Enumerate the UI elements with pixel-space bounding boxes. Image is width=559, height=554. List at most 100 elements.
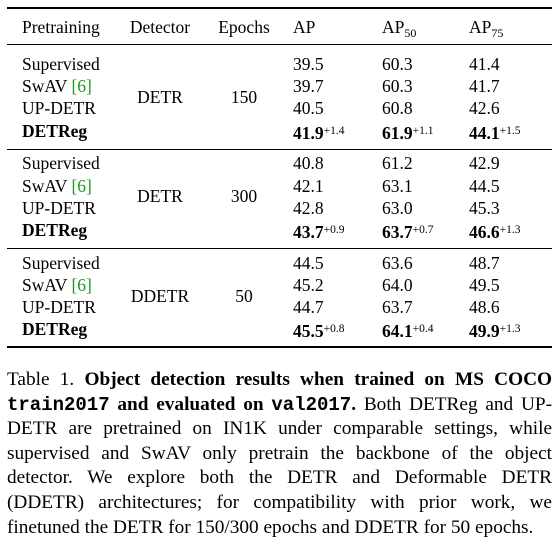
pretraining: SwAV bbox=[22, 175, 68, 196]
value: 63.6 bbox=[382, 252, 413, 273]
value: 46.6 bbox=[469, 221, 500, 242]
pretraining-cell: UP-DETR bbox=[22, 198, 96, 218]
value-cell: 60.8 bbox=[382, 98, 413, 118]
detector: DETR bbox=[137, 87, 183, 107]
value-cell: 60.3 bbox=[382, 54, 413, 74]
gain: +1.3 bbox=[499, 323, 521, 336]
value: 45.5 bbox=[293, 321, 324, 342]
value: 64.1 bbox=[382, 321, 413, 342]
value-cell: 39.7 bbox=[293, 76, 324, 96]
pretraining: Supervised bbox=[22, 54, 100, 74]
value-cell: 61.2 bbox=[382, 153, 413, 173]
epochs: 300 bbox=[230, 186, 258, 207]
header-text: Pretraining bbox=[22, 17, 100, 37]
pretraining-cell: Supervised bbox=[22, 153, 100, 173]
value: 60.8 bbox=[382, 98, 413, 119]
value: 63.0 bbox=[382, 197, 413, 218]
caption-text: . bbox=[351, 393, 357, 415]
value: 61.2 bbox=[382, 153, 413, 174]
rule bbox=[7, 7, 552, 9]
citation: [6] bbox=[71, 274, 92, 295]
value: 40.5 bbox=[293, 98, 324, 119]
value-cell: 41.4 bbox=[469, 54, 500, 74]
value-cell: 42.1 bbox=[293, 176, 324, 196]
value-cell: 64.1+0.4 bbox=[382, 319, 434, 342]
value: 48.6 bbox=[469, 297, 500, 317]
value: 41.4 bbox=[469, 54, 500, 74]
value-cell: 45.2 bbox=[293, 275, 324, 295]
header-cell: AP75 bbox=[469, 17, 504, 40]
pretraining: DETReg bbox=[22, 319, 88, 340]
header-text: AP bbox=[469, 17, 492, 37]
pretraining: UP-DETR bbox=[22, 98, 96, 119]
header-cell: AP50 bbox=[382, 17, 417, 40]
value-cell: 45.5+0.8 bbox=[293, 319, 345, 342]
caption-text: and evaluated on bbox=[117, 393, 264, 415]
value-cell: 44.1+1.5 bbox=[469, 121, 521, 143]
pretraining-cell: UP-DETR bbox=[22, 98, 96, 118]
pretraining: UP-DETR bbox=[22, 197, 96, 218]
pretraining-cell: Supervised bbox=[22, 253, 100, 273]
value-cell: 44.5 bbox=[293, 253, 324, 273]
value: 45.2 bbox=[293, 274, 324, 295]
rule bbox=[7, 44, 552, 45]
value: 64.0 bbox=[382, 274, 413, 295]
value: 42.6 bbox=[469, 98, 500, 119]
pretraining: DETReg bbox=[22, 219, 88, 240]
value: 39.5 bbox=[293, 54, 324, 74]
gain: +1.1 bbox=[412, 124, 434, 137]
value: 60.3 bbox=[382, 54, 413, 74]
value: 41.7 bbox=[469, 76, 500, 97]
value-cell: 41.7 bbox=[469, 76, 500, 96]
value: 63.1 bbox=[382, 175, 413, 196]
value: 61.9 bbox=[382, 122, 413, 143]
value-cell: 61.9+1.1 bbox=[382, 121, 434, 143]
gain: +1.3 bbox=[499, 223, 521, 236]
header-cell: Pretraining bbox=[22, 17, 100, 37]
header-subscript: 75 bbox=[491, 26, 504, 40]
value-cell: 63.0 bbox=[382, 198, 413, 218]
pretraining-cell: DETReg bbox=[22, 121, 87, 141]
detector-cell: DETR bbox=[100, 186, 220, 206]
value: 63.7 bbox=[382, 297, 413, 317]
epochs-cell: 50 bbox=[184, 286, 304, 306]
gain: +0.4 bbox=[412, 323, 434, 336]
pretraining-cell: Supervised bbox=[22, 54, 100, 74]
pretraining-cell: SwAV [6] bbox=[22, 176, 92, 196]
value-cell: 48.6 bbox=[469, 297, 500, 317]
value-cell: 45.3 bbox=[469, 198, 500, 218]
value: 41.9 bbox=[293, 122, 324, 143]
value: 44.5 bbox=[293, 252, 324, 273]
value: 63.7 bbox=[382, 221, 413, 242]
caption-text: train2017 bbox=[7, 393, 110, 416]
epochs-cell: 300 bbox=[184, 186, 304, 206]
value: 44.7 bbox=[293, 297, 324, 317]
value-cell: 63.6 bbox=[382, 253, 413, 273]
gain: +0.9 bbox=[323, 223, 345, 236]
value-cell: 39.5 bbox=[293, 54, 324, 74]
citation: [6] bbox=[71, 76, 92, 97]
detector: DDETR bbox=[130, 285, 190, 306]
header-cell: Detector bbox=[100, 17, 220, 37]
gain: +0.7 bbox=[412, 223, 434, 236]
value-cell: 44.7 bbox=[293, 297, 324, 317]
pretraining: SwAV bbox=[22, 76, 68, 97]
value: 42.8 bbox=[293, 197, 324, 218]
value-cell: 43.7+0.9 bbox=[293, 220, 345, 242]
value: 40.8 bbox=[293, 153, 324, 174]
value: 39.7 bbox=[293, 76, 324, 97]
header-subscript: 50 bbox=[404, 26, 417, 40]
value-cell: 49.5 bbox=[469, 275, 500, 295]
value-cell: 41.9+1.4 bbox=[293, 121, 345, 143]
value: 45.3 bbox=[469, 197, 500, 218]
caption: Table 1. Object detection results when t… bbox=[7, 368, 552, 540]
gain: +1.5 bbox=[499, 124, 521, 137]
pretraining: DETReg bbox=[22, 120, 88, 141]
pretraining: Supervised bbox=[22, 252, 100, 273]
rule bbox=[7, 346, 552, 348]
value-cell: 49.9+1.3 bbox=[469, 319, 521, 341]
citation: [6] bbox=[71, 175, 92, 196]
value-cell: 40.5 bbox=[293, 98, 324, 118]
value-cell: 42.9 bbox=[469, 153, 500, 173]
value-cell: 44.5 bbox=[469, 176, 500, 196]
